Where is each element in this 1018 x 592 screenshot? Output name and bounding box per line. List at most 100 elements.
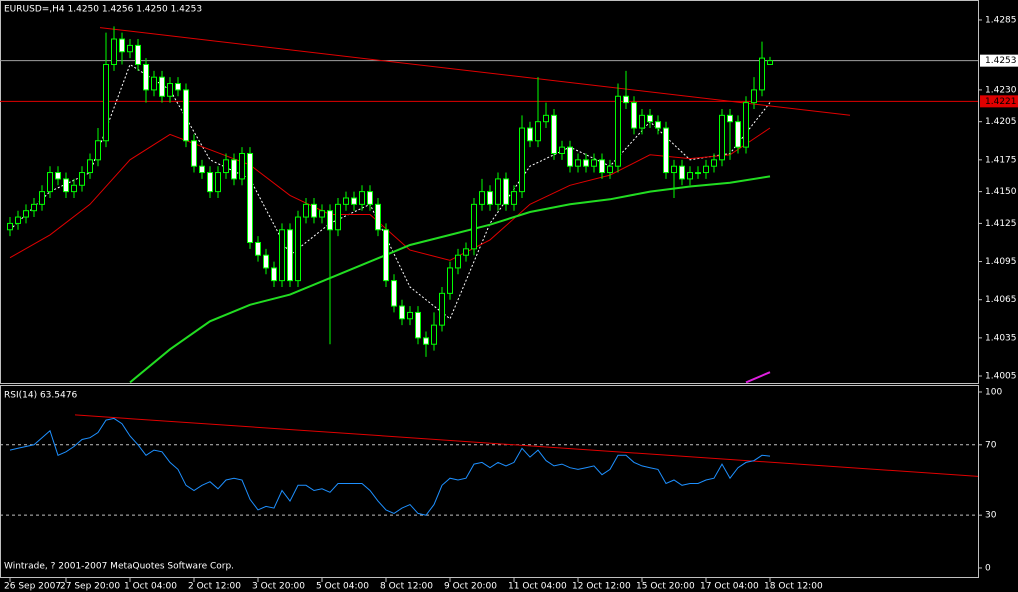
candle-body (639, 114, 645, 129)
candle-body (135, 44, 141, 65)
candle-body (591, 159, 597, 167)
candle-body (375, 203, 381, 231)
price-level-label: 1.4221 (985, 97, 1017, 107)
candle-body (727, 114, 733, 123)
candle-body (663, 127, 669, 174)
y-tick-label: 1.4005 (985, 372, 1017, 382)
candle-body (719, 114, 725, 161)
candle-body (319, 210, 325, 218)
candle-body (543, 114, 549, 123)
price-level-box (980, 54, 1018, 67)
candle-body (703, 165, 709, 174)
candle-body (567, 146, 573, 167)
candle-body (503, 178, 509, 205)
candle-body (119, 38, 125, 53)
y-tick-label: 0 (985, 563, 991, 573)
candle-body (583, 159, 589, 167)
candle-body (551, 114, 557, 154)
candle-body (711, 159, 717, 167)
candle-body (423, 337, 429, 345)
x-tick-label: 8 Oct 12:00 (380, 582, 433, 592)
candle-body (559, 146, 565, 154)
y-tick-label: 1.4065 (985, 295, 1017, 305)
candle-body (495, 178, 501, 205)
y-tick-label: 1.4285 (985, 15, 1017, 25)
candle-body (455, 254, 461, 269)
candle-body (279, 229, 285, 282)
candle-body (511, 191, 517, 205)
candle-body (247, 152, 253, 243)
candle-body (463, 248, 469, 256)
candle-body (743, 102, 749, 148)
candle-body (439, 292, 445, 326)
candle-body (327, 210, 333, 231)
x-tick-label: 27 Sep 20:00 (60, 582, 120, 592)
candle-body (655, 121, 661, 129)
candle-body (223, 159, 229, 174)
candle-body (151, 76, 157, 91)
rsi-line (9, 417, 771, 516)
candle-body (287, 229, 293, 282)
candle-body (631, 102, 637, 129)
candle-body (431, 324, 437, 345)
x-tick-label: 17 Oct 04:00 (700, 582, 759, 592)
candle-body (143, 63, 149, 91)
candle-body (159, 76, 165, 97)
x-tick-label: 2 Oct 12:00 (188, 582, 241, 592)
candle-body (183, 89, 189, 142)
y-tick-label: 30 (985, 511, 997, 521)
candle-body (263, 254, 269, 269)
candle-body (111, 38, 117, 65)
candle-body (55, 172, 61, 180)
candle-body (479, 191, 485, 205)
candle-body (623, 95, 629, 104)
candle-body (671, 165, 677, 174)
rsi-title: RSI(14) 63.5476 (4, 391, 77, 401)
candle-body (519, 127, 525, 193)
axes: 1.4285 1.4230 1.4205 1.4175 1.4150 1.4125 1.40… (4, 15, 1018, 592)
candle-body (47, 172, 53, 193)
candle-body (447, 267, 453, 294)
candle-body (71, 184, 77, 193)
y-tick-label: 1.4035 (985, 333, 1017, 343)
candle-body (607, 165, 613, 174)
x-tick-label: 11 Oct 04:00 (508, 582, 567, 592)
candle-body (415, 311, 421, 339)
y-tick-label: 1.4205 (985, 117, 1017, 127)
candle-body (63, 178, 69, 193)
y-tick-label: 70 (985, 440, 997, 450)
candle-body (679, 165, 685, 180)
candle-body (79, 172, 85, 186)
candle-body (367, 191, 373, 205)
indicator-line (99, 27, 851, 116)
candle-body (391, 280, 397, 307)
candle-body (735, 121, 741, 148)
candle-body (687, 172, 693, 180)
candle-body (303, 203, 309, 218)
candle-body (23, 210, 29, 218)
candle-body (351, 197, 357, 205)
y-tick-label: 1.4150 (985, 187, 1017, 197)
candle-body (751, 89, 757, 104)
candle-body (271, 267, 277, 282)
main-plot (0, 26, 978, 383)
x-tick-label: 15 Oct 20:00 (636, 582, 695, 592)
copyright: Wintrade, ? 2001-2007 MetaQuotes Softwar… (4, 562, 234, 572)
rsi-panel-frame (0, 385, 979, 578)
candle-body (335, 203, 341, 231)
candle-body (215, 172, 221, 193)
x-tick-label: 26 Sep 2007 (4, 582, 61, 592)
rsi-plot (0, 414, 978, 516)
x-tick-label: 9 Oct 20:00 (444, 582, 497, 592)
candle-body (127, 44, 133, 53)
x-tick-label: 12 Oct 12:00 (572, 582, 631, 592)
candle-body (487, 191, 493, 205)
candle-body (575, 159, 581, 167)
candle-body (359, 191, 365, 205)
x-tick-label: 5 Oct 04:00 (316, 582, 369, 592)
candle-body (767, 60, 773, 65)
candle-body (103, 63, 109, 142)
candle-body (399, 305, 405, 320)
